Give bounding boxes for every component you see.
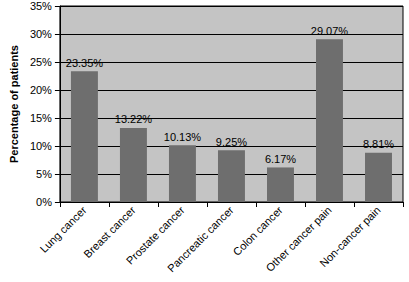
- svg-text:0%: 0%: [36, 196, 52, 208]
- svg-text:5%: 5%: [36, 168, 52, 180]
- svg-text:10%: 10%: [30, 140, 52, 152]
- svg-text:Non-cancer pain: Non-cancer pain: [317, 204, 382, 269]
- svg-text:Pancreatic cancer: Pancreatic cancer: [165, 204, 236, 275]
- svg-text:9.25%: 9.25%: [216, 136, 247, 148]
- svg-text:10.13%: 10.13%: [164, 131, 202, 143]
- svg-text:29.07%: 29.07%: [311, 25, 349, 37]
- svg-text:25%: 25%: [30, 56, 52, 68]
- svg-text:8.81%: 8.81%: [363, 138, 394, 150]
- svg-text:Other cancer pain: Other cancer pain: [263, 203, 334, 274]
- svg-text:15%: 15%: [30, 112, 52, 124]
- svg-text:Lung cancer: Lung cancer: [37, 204, 88, 255]
- svg-text:30%: 30%: [30, 28, 52, 40]
- svg-text:20%: 20%: [30, 84, 52, 96]
- svg-text:23.35%: 23.35%: [66, 57, 104, 69]
- svg-text:35%: 35%: [30, 0, 52, 12]
- svg-text:Prostate cancer: Prostate cancer: [123, 203, 187, 267]
- svg-text:6.17%: 6.17%: [265, 153, 296, 165]
- svg-text:Percentage of patients: Percentage of patients: [8, 45, 20, 163]
- svg-text:Breast cancer: Breast cancer: [81, 203, 138, 261]
- svg-text:13.22%: 13.22%: [115, 113, 153, 125]
- svg-text:Colon cancer: Colon cancer: [230, 204, 284, 258]
